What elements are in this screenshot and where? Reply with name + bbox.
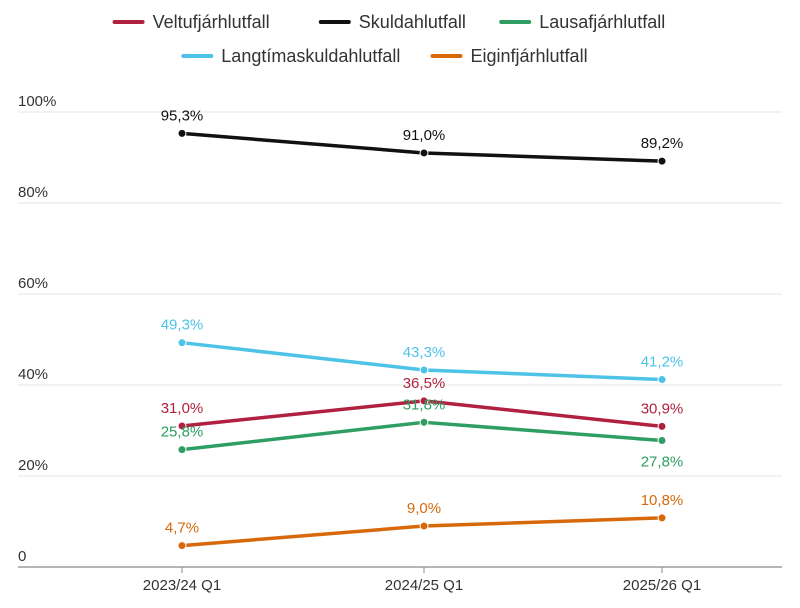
series-skuldahlutfall: 95,3% 91,0% 89,2% [161,107,684,166]
y-tick-label: 60% [18,275,48,292]
grid [18,111,782,568]
data-point [657,421,667,431]
data-label: 9,0% [407,500,441,517]
data-label: 91,0% [403,127,446,144]
x-tick-label: 2025/26 Q1 [623,577,701,594]
data-point [177,338,187,348]
legend-label: Lausafjárhlutfall [539,12,665,32]
legend-label: Eiginfjárhlutfall [471,46,588,66]
data-label: 27,8% [641,454,684,471]
y-tick-label: 100% [18,93,56,110]
legend-item-lausafjarhlutfall: Lausafjárhlutfall [499,12,665,32]
series-eiginfjarhlutfall: 4,7% 9,0% 10,8% [165,492,684,551]
x-tick-label: 2024/25 Q1 [385,577,463,594]
data-point [419,396,429,406]
data-point [419,417,429,427]
y-tick-label: 20% [18,457,48,474]
data-label: 30,9% [641,400,684,417]
data-label: 25,8% [161,424,204,441]
data-label: 89,2% [641,135,684,152]
data-point [657,513,667,523]
x-tick-label: 2023/24 Q1 [143,577,221,594]
y-tick-label: 80% [18,184,48,201]
data-label: 49,3% [161,317,204,334]
legend-item-veltufjarhlutfall: Veltufjárhlutfall [112,12,270,32]
data-point [657,436,667,446]
legend-label: Veltufjárhlutfall [153,12,270,32]
data-label: 10,8% [641,492,684,509]
data-point [657,156,667,166]
plot-area: 31,0% 36,5% 30,9% 95,3% 91,0% 89,2% 25,8% 31,8%… [161,107,684,551]
data-label: 43,3% [403,344,446,361]
data-label: 36,5% [403,375,446,392]
x-axis: 2023/24 Q1 2024/25 Q1 2025/26 Q1 [143,567,701,594]
data-point [419,521,429,531]
data-point [177,128,187,138]
data-point [177,421,187,431]
legend-item-langtimaskuldahlutfall: Langtímaskuldahlutfall [181,46,400,66]
data-point [177,541,187,551]
series-veltufjarhlutfall: 31,0% 36,5% 30,9% [161,375,684,431]
series-langtimaskuldahlutfall: 49,3% 43,3% 41,2% [161,317,684,385]
data-label: 95,3% [161,107,204,124]
data-point [419,148,429,158]
series-line [180,420,664,452]
data-label: 4,7% [165,520,199,537]
data-label: 31,8% [403,396,446,413]
data-label: 41,2% [641,354,684,371]
series-lausafjarhlutfall: 25,8% 31,8% 27,8% [161,396,684,470]
legend-label: Langtímaskuldahlutfall [221,46,400,66]
y-axis: 0 20% 40% 60% 80% 100% [18,93,56,565]
data-point [657,375,667,385]
legend: Veltufjárhlutfall Skuldahlutfall Lausafjár… [112,12,665,66]
y-tick-label: 0 [18,548,26,565]
data-point [419,365,429,375]
legend-label: Skuldahlutfall [359,12,466,32]
legend-item-skuldahlutfall: Skuldahlutfall [318,12,466,32]
data-point [177,445,187,455]
y-tick-label: 40% [18,366,48,383]
data-label: 31,0% [161,400,204,417]
legend-item-eiginfjarhlutfall: Eiginfjárhlutfall [430,46,588,66]
